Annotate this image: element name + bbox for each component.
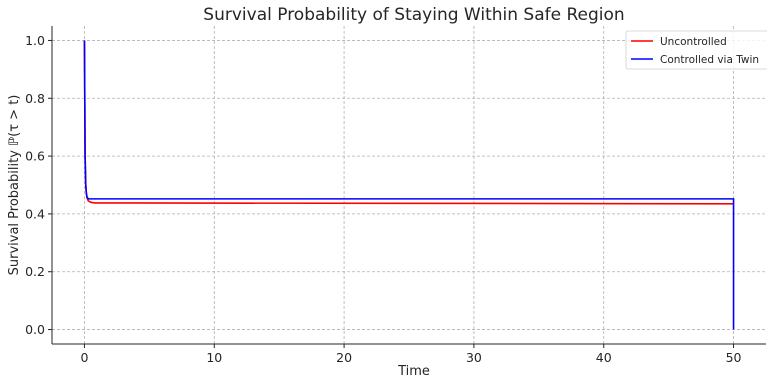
y-tick-label: 0.6 <box>25 149 45 164</box>
x-tick-label: 30 <box>466 350 482 365</box>
legend: Uncontrolled Controlled via Twin <box>625 30 767 70</box>
legend-label: Controlled via Twin <box>660 54 759 66</box>
legend-box <box>625 30 767 70</box>
x-tick-label: 0 <box>80 350 88 365</box>
x-tick-label: 10 <box>206 350 222 365</box>
series-layer <box>83 40 735 330</box>
y-tick-label: 0.0 <box>25 322 45 337</box>
x-tick-label: 40 <box>596 350 612 365</box>
series-line-1 <box>83 40 735 330</box>
y-tick-label: 1.0 <box>25 33 45 48</box>
x-tick-label: 50 <box>726 350 742 365</box>
x-axis-label: Time <box>397 364 430 379</box>
y-tick-label: 0.8 <box>25 91 45 106</box>
grid-layer <box>52 26 766 344</box>
y-tick-label: 0.2 <box>25 264 45 279</box>
axes-layer: 0 10 20 30 40 50 0.0 0.2 0.4 0.6 0.8 1.0 <box>25 26 766 365</box>
x-tick-label: 20 <box>336 350 352 365</box>
y-tick-label: 0.4 <box>25 206 45 221</box>
legend-label: Uncontrolled <box>660 36 727 48</box>
chart-title: Survival Probability of Staying Within S… <box>203 5 624 25</box>
y-axis-label: Survival Probability ℙ(τ > t) <box>7 95 22 276</box>
